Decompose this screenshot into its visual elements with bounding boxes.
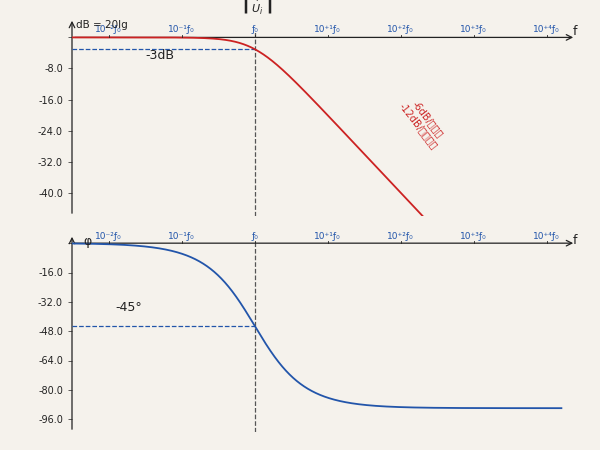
Text: 10⁺¹ƒ₀: 10⁺¹ƒ₀ bbox=[314, 232, 341, 241]
Text: 10⁻¹ƒ₀: 10⁻¹ƒ₀ bbox=[168, 25, 195, 34]
Text: 10⁺¹ƒ₀: 10⁺¹ƒ₀ bbox=[314, 25, 341, 34]
Text: dB = 20lg: dB = 20lg bbox=[76, 20, 127, 30]
Text: -6dB/倍频程
-12dB/十倍频程: -6dB/倍频程 -12dB/十倍频程 bbox=[397, 94, 448, 151]
Text: -45°: -45° bbox=[116, 301, 143, 314]
Text: $\left|\dfrac{\dot{U}_o}{\dot{U}_i}\right|$: $\left|\dfrac{\dot{U}_o}{\dot{U}_i}\righ… bbox=[239, 0, 272, 16]
Text: f: f bbox=[572, 234, 577, 247]
Text: 10⁺²ƒ₀: 10⁺²ƒ₀ bbox=[388, 25, 414, 34]
Text: ƒ₀: ƒ₀ bbox=[251, 25, 258, 34]
Text: 10⁺⁴ƒ₀: 10⁺⁴ƒ₀ bbox=[533, 232, 560, 241]
Text: 10⁻¹ƒ₀: 10⁻¹ƒ₀ bbox=[168, 232, 195, 241]
Text: φ: φ bbox=[83, 235, 91, 248]
Text: 10⁺²ƒ₀: 10⁺²ƒ₀ bbox=[388, 232, 414, 241]
Text: -3dB: -3dB bbox=[145, 49, 174, 62]
Text: 10⁻²ƒ₀: 10⁻²ƒ₀ bbox=[95, 25, 122, 34]
Text: 10⁺³ƒ₀: 10⁺³ƒ₀ bbox=[460, 25, 487, 34]
Text: 10⁺⁴ƒ₀: 10⁺⁴ƒ₀ bbox=[533, 25, 560, 34]
Text: 10⁺³ƒ₀: 10⁺³ƒ₀ bbox=[460, 232, 487, 241]
Text: f: f bbox=[572, 25, 577, 38]
Text: ƒ₀: ƒ₀ bbox=[251, 232, 258, 241]
Text: 10⁻²ƒ₀: 10⁻²ƒ₀ bbox=[95, 232, 122, 241]
